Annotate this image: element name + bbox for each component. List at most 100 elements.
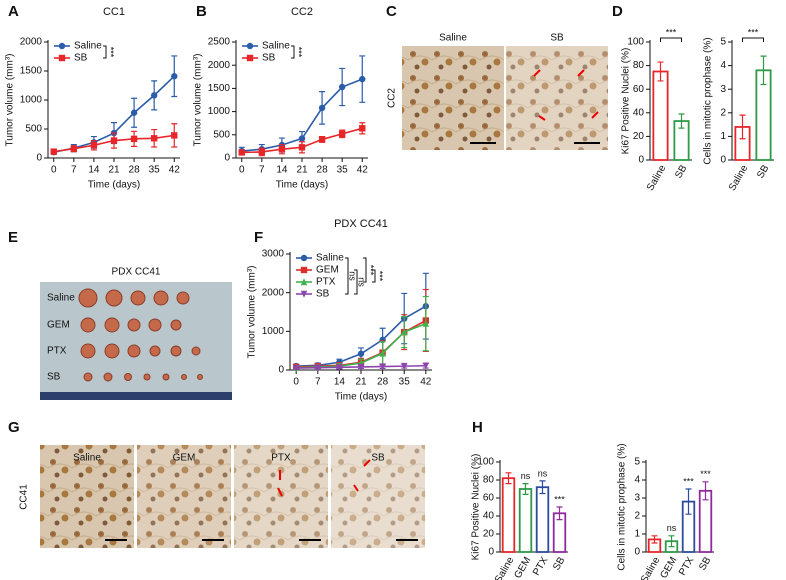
y-tick-label: 80 bbox=[483, 475, 495, 486]
error-bar bbox=[678, 113, 685, 129]
y-tick-label: 0 bbox=[488, 547, 494, 558]
x-tick-label: 7 bbox=[315, 377, 321, 388]
bar bbox=[518, 488, 533, 553]
y-tick-label: 0 bbox=[278, 365, 284, 376]
point bbox=[359, 75, 366, 83]
bracket bbox=[742, 37, 764, 42]
y-axis-label: Ki67 Positive Nuclei (%) bbox=[471, 454, 482, 561]
y-tick-label: 4 bbox=[720, 60, 726, 71]
y-tick-label: 60 bbox=[633, 84, 645, 95]
x-tick-label: 0 bbox=[51, 165, 57, 176]
error-bar bbox=[556, 506, 563, 521]
legend-label: SB bbox=[262, 53, 276, 64]
x-tick-label: 7 bbox=[71, 165, 77, 176]
point bbox=[110, 137, 118, 144]
y-axis-label: Cells in mitotic prophase (%) bbox=[703, 37, 714, 164]
panel-label: E bbox=[8, 229, 18, 246]
y-tick-label: 2000 bbox=[262, 287, 285, 298]
x-tick-label: SB bbox=[551, 555, 567, 572]
point bbox=[357, 350, 365, 357]
panel-label: D bbox=[612, 3, 623, 20]
x-tick-label: 14 bbox=[276, 165, 288, 176]
image-g: Saline GEM PTX SB CC41 bbox=[19, 445, 425, 548]
point bbox=[130, 135, 138, 143]
x-tick-label: 35 bbox=[149, 165, 161, 176]
significance: *** bbox=[106, 47, 116, 58]
bracket bbox=[345, 257, 349, 295]
row-label: PTX bbox=[47, 346, 67, 357]
chart-title: CC1 bbox=[103, 6, 125, 18]
y-tick-label: 500 bbox=[25, 124, 42, 135]
point bbox=[338, 130, 346, 138]
significance: ns bbox=[538, 468, 548, 478]
column-label: PTX bbox=[271, 453, 291, 464]
significance: *** bbox=[700, 469, 711, 479]
point bbox=[278, 145, 286, 153]
point bbox=[58, 54, 66, 62]
panel-label: C bbox=[386, 3, 397, 20]
bracket bbox=[363, 257, 367, 283]
point bbox=[314, 364, 321, 372]
y-tick-label: 20 bbox=[633, 131, 645, 142]
x-tick-label: GEM bbox=[658, 555, 679, 580]
row-label: CC41 bbox=[19, 484, 30, 510]
y-tick-label: 2000 bbox=[20, 37, 43, 48]
y-tick-label: 20 bbox=[483, 529, 495, 540]
point bbox=[300, 290, 308, 298]
bracket bbox=[660, 37, 682, 42]
y-tick-label: 0 bbox=[224, 153, 230, 164]
y-tick-label: 60 bbox=[483, 493, 495, 504]
y-tick-label: 0 bbox=[634, 547, 640, 558]
y-tick-label: 5 bbox=[634, 457, 640, 468]
error-bar bbox=[760, 55, 767, 86]
legend-label: Saline bbox=[262, 41, 290, 52]
legend-label: SB bbox=[74, 53, 88, 64]
error-bar bbox=[739, 114, 746, 140]
x-tick-label: 0 bbox=[239, 165, 245, 176]
chart-title: PDX CC41 bbox=[334, 218, 388, 230]
legend-label: PTX bbox=[316, 277, 336, 288]
error-bar bbox=[702, 481, 709, 501]
column-label: GEM bbox=[173, 453, 196, 464]
y-tick-label: 2500 bbox=[208, 37, 231, 48]
point bbox=[401, 362, 408, 370]
x-tick-label: GEM bbox=[512, 555, 533, 580]
y-tick-label: 0 bbox=[720, 155, 726, 166]
point bbox=[298, 135, 306, 142]
point bbox=[292, 364, 300, 372]
x-tick-label: 21 bbox=[296, 165, 308, 176]
legend-label: Saline bbox=[74, 41, 102, 52]
y-axis-label: Tumor volume (mm³) bbox=[5, 54, 16, 147]
legend-label: GEM bbox=[316, 265, 339, 276]
significance: *** bbox=[666, 27, 677, 37]
significance: *** bbox=[366, 265, 376, 276]
bar bbox=[535, 486, 550, 553]
point bbox=[258, 148, 266, 156]
x-tick-label: 14 bbox=[88, 165, 100, 176]
error-bar bbox=[685, 488, 692, 515]
x-tick-label: Saline bbox=[645, 163, 669, 193]
point bbox=[58, 42, 66, 50]
error-bar bbox=[657, 61, 664, 82]
point bbox=[359, 125, 366, 132]
x-tick-label: 42 bbox=[357, 165, 369, 176]
error-bar bbox=[522, 483, 529, 495]
error-bar bbox=[539, 480, 546, 495]
x-tick-label: PTX bbox=[677, 555, 696, 578]
y-axis-label: Ki67 Positive Nuclei (%) bbox=[621, 48, 632, 155]
bracket bbox=[372, 269, 376, 283]
point bbox=[130, 109, 138, 116]
y-tick-label: 40 bbox=[483, 511, 495, 522]
y-tick-label: 1000 bbox=[262, 326, 285, 337]
y-tick-label: 100 bbox=[477, 457, 494, 468]
point bbox=[379, 363, 386, 371]
x-tick-label: Saline bbox=[727, 163, 751, 193]
point bbox=[300, 254, 308, 262]
row-label: SB bbox=[47, 372, 61, 383]
x-axis-label: Time (days) bbox=[276, 180, 328, 191]
y-tick-label: 1500 bbox=[20, 66, 43, 77]
y-tick-label: 3000 bbox=[262, 249, 285, 260]
point bbox=[171, 73, 178, 80]
y-tick-label: 3 bbox=[634, 493, 640, 504]
